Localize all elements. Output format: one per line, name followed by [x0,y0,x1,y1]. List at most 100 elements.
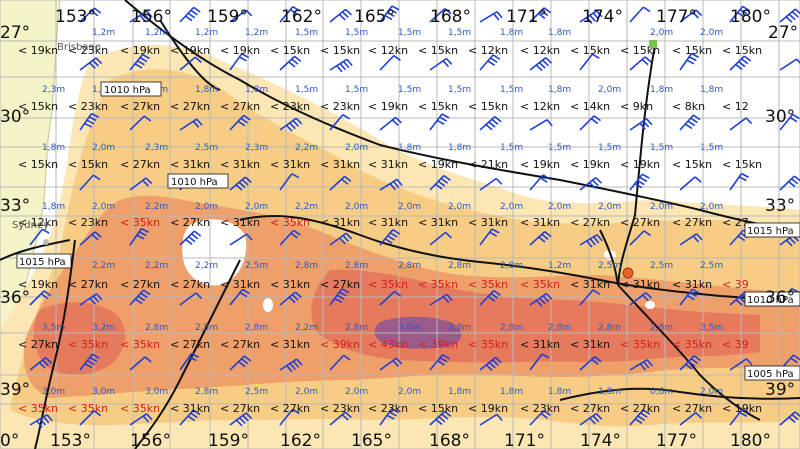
wind-speed-label: < 19kn [120,44,160,57]
wind-barb-icon [629,359,653,371]
wind-barb-icon [579,234,603,248]
wind-speed-label: < 19kn [18,278,58,291]
wind-speed-label: < 31kn [170,402,210,415]
pressure-label: 1015 hPa [19,257,66,268]
wind-speed-label: < 27kn [672,402,712,415]
wind-barb-icon [229,114,251,131]
wave-height-label: 1,5m [448,28,471,38]
wind-barb-icon [379,116,402,131]
isobar-line [599,229,619,286]
wind-barb-icon [579,10,603,24]
wind-barb-icon [129,115,152,131]
latitude-label: 36° [765,288,795,308]
wind-barb-icon [79,174,101,191]
wind-speed-label: < 31kn [220,158,260,171]
wave-height-label: 2,0m [650,28,673,38]
wind-speed-label: < 27kn [570,402,610,415]
wind-speed-label: < 19kn [170,44,210,57]
wind-speed-label: < 35kn [68,338,108,351]
wind-barb-icon [79,112,99,131]
wind-barb-icon [129,177,153,191]
latitude-label: 33° [765,196,795,216]
wave-height-label: 1,8m [598,387,621,397]
latitude-label: 33° [0,196,30,216]
wind-speed-label: < 27kn [270,402,310,415]
wave-height-label: 2,8m [650,323,673,333]
wind-speed-label: < 19kn [418,158,458,171]
wind-speed-label: < 19kn [220,44,260,57]
isobar-line [0,239,71,261]
wind-barb-icon [529,409,551,426]
isobar-line [34,239,76,449]
latitude-label: 39° [0,380,30,400]
longitude-axis-top: 153° 156° 159° 162° 165° 168° 171° 174° … [55,7,771,27]
wind-speed-label: < 19kn [520,158,560,171]
wind-barb-icon [429,8,452,23]
wind-barb-icon [779,58,800,71]
wave-height-label: 2,0m [398,387,421,397]
wind-speed-label: < 35kn [120,338,160,351]
wind-barb-icon [229,288,250,306]
place-names: Brisbane Sydney [12,42,101,231]
wave-height-label: 2,8m [500,323,523,333]
wave-height-label: 1,8m [42,202,65,212]
wave-height-label: 2,0m [92,143,115,153]
longitude-label: 159° [208,431,249,449]
wind-speed-label: < 27kn [170,100,210,113]
wind-barb-icon [529,231,552,246]
wind-barb-icon [79,293,103,306]
wind-speed-label: < 23kn [320,402,360,415]
isobar-line [124,0,800,233]
wind-speed-label: < 27kn [320,278,360,291]
latitude-label: 30° [0,107,30,127]
wind-barb-icon [729,408,750,426]
wind-barb-icon [129,227,149,246]
wind-barb-icon [629,6,651,23]
wave-height-label: 1,8m [448,143,471,153]
wave-height-label: 1,8m [500,28,523,38]
wind-speed-label: < 27kn [220,338,260,351]
wind-barb-icon [29,290,52,306]
wind-speed-label: < 12kn [520,100,560,113]
wave-height-label: 1,5m [500,85,523,95]
wind-barb-icon [379,228,401,246]
wind-barb-icon [379,357,403,371]
wave-height-label: 1,8m [548,387,571,397]
wind-speed-label: < 15kn [270,44,310,57]
wind-barb-icon [479,54,501,71]
wind-barb-icon [679,288,700,306]
wind-speed-label: < 35kn [18,402,58,415]
wind-barb-icon [279,117,303,132]
wind-speed-label: < 27kn [170,278,210,291]
wind-barb-icon [679,9,703,23]
wind-barb-icon [79,353,100,371]
wave-height-label: 1,5m [295,28,318,38]
wave-height-label: 1,5m [398,28,421,38]
wave-height-label: 1,8m [42,143,65,153]
wave-height-label: 2,0m [345,202,368,212]
wind-barb-icon [279,358,303,373]
latitude-label: 36° [0,288,30,308]
wind-speed-label: < 8kn [672,100,705,113]
wave-height-label: 1,5m [598,143,621,153]
wind-barb-icon [129,413,153,426]
wind-speed-label: < 27 [722,216,749,229]
wind-barb-icon [579,115,602,131]
wave-height-label: 2,3m [42,85,65,95]
wind-speed-label: < 35kn [520,278,560,291]
wave-height-label: 1,8m [245,85,268,95]
wind-speed-label: < 31kn [468,216,508,229]
wind-speed-label: < 35kn [620,338,660,351]
wind-barb-icon [229,53,250,71]
wind-speed-label: < 15kn [468,100,508,113]
wave-height-label: 2,8m [345,261,368,271]
longitude-axis-bottom: 0° 153° 156° 159° 162° 165° 168° 171° 17… [0,431,771,449]
isobar-line [159,19,221,91]
wind-barb-icon [729,172,749,191]
wave-height-label: 1,5m [700,143,723,153]
wave-height-label: 1,8m [548,28,571,38]
longitude-label: 165° [351,431,392,449]
latitude-label: 30° [765,107,795,127]
wind-speed-label: < 27kn [570,216,610,229]
